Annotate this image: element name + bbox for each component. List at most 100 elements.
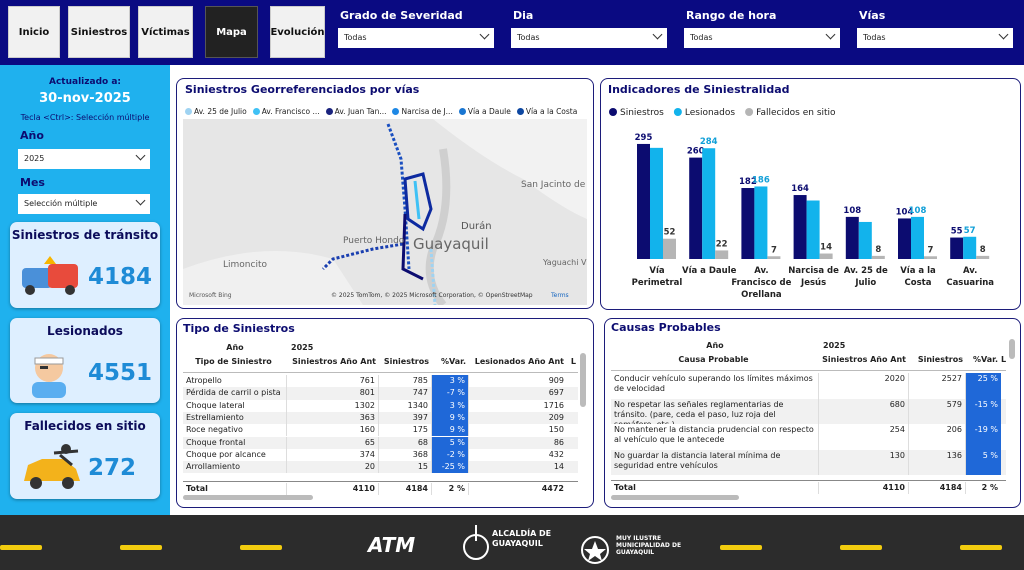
table-cell: 1302 (287, 399, 379, 412)
table-cell: 4184 (379, 483, 432, 495)
bar (858, 221, 872, 259)
header-cell: Causa Probable (678, 355, 749, 364)
logo: ATM (368, 533, 416, 557)
header-cell: Siniestros (383, 357, 429, 366)
table-panel: Causas Probables Año 2025 Causa Probable Si… (604, 318, 1021, 508)
legend-label: Vía a la Costa (525, 106, 578, 116)
kpi-card: Fallecidos en sitio 272 (10, 413, 160, 499)
bar (715, 250, 729, 259)
filter-dropdown[interactable]: Todas (857, 28, 1013, 48)
data-label: 7 (771, 245, 777, 255)
filter-dropdown[interactable]: Todas (684, 28, 840, 48)
table-cell: 785 (379, 375, 432, 388)
nav-button[interactable]: Evolución (270, 6, 325, 58)
table-cell: 680 (819, 398, 909, 424)
map-legend: Av. 25 de Julio Av. Francisco ... Av. Juan… (185, 105, 585, 117)
chart-title: Indicadores de Siniestralidad (608, 83, 790, 96)
scrollbar[interactable] (611, 495, 739, 500)
kpi-card: Siniestros de tránsito 4184 (10, 222, 160, 308)
bar (650, 147, 663, 259)
data-label: 182 (739, 177, 757, 187)
map-terms[interactable]: Terms (550, 292, 569, 299)
header-cell: Tipo de Siniestro (195, 357, 272, 366)
legend-label: Vía a Daule (467, 106, 511, 116)
chart-panel: Indicadores de Siniestralidad Siniestros… (600, 78, 1021, 310)
header-cell: Lesionados Año Ant (474, 357, 564, 366)
table-cell: Pérdida de carril o pista (183, 387, 287, 400)
table-cell: 9 % (432, 424, 469, 437)
year-dropdown[interactable]: 2025 (18, 149, 150, 169)
legend-label: Siniestros (620, 108, 664, 118)
table-cell: 4110 (819, 482, 909, 494)
table-cell: 432 (548, 449, 564, 459)
bar (702, 148, 716, 259)
table-cell: 14 (553, 462, 564, 472)
kpi-label: Lesionados (47, 324, 123, 338)
kpi-label: Siniestros de tránsito (11, 228, 159, 242)
total-rule (183, 481, 578, 482)
scrollbar[interactable] (580, 353, 586, 407)
table-cell: -25 % (432, 461, 469, 474)
bar (976, 255, 990, 259)
scrollbar[interactable] (1009, 339, 1015, 359)
nav-button[interactable]: Inicio (8, 6, 60, 58)
filter-dropdown[interactable]: Todas (511, 28, 667, 48)
legend-item: Av. Juan Tan... (325, 105, 386, 117)
kpi-label: Fallecidos en sitio (24, 419, 146, 433)
bar (871, 255, 885, 259)
place-label: Guayaquil (413, 235, 489, 253)
panel-title: Tipo de Siniestros (183, 322, 295, 335)
hint: Tecla <Ctrl>: Selección múltiple (20, 113, 150, 122)
bar (950, 237, 964, 259)
table-cell: 9 % (432, 411, 469, 425)
kpi-card: Lesionados 4551 (10, 318, 160, 403)
bar (924, 256, 937, 259)
filter-dropdown[interactable]: Todas (338, 28, 494, 48)
kpi-value: 4184 (88, 264, 153, 290)
road-line (240, 545, 282, 550)
legend-item: Av. 25 de Julio (185, 105, 247, 117)
table-cell: 254 (819, 424, 909, 450)
table-cell: 2 % (981, 483, 998, 492)
table-cell: No respetar las señales reglamentarias d… (611, 398, 819, 424)
table-cell: 68 (379, 436, 432, 449)
filter-value: Todas (517, 33, 540, 42)
table-cell: 3 % (432, 399, 469, 412)
nav-button[interactable]: Siniestros (68, 6, 130, 58)
table-cell: -7 % (432, 387, 469, 400)
data-label: 7 (928, 245, 934, 255)
table-cell: Arrollamiento (183, 461, 287, 474)
table-cell: 15 (379, 461, 432, 474)
x-tick-label: Av. 25 de Julio (843, 266, 888, 288)
map-attribution: © 2025 TomTom, © 2025 Microsoft Corporat… (331, 292, 533, 299)
legend-label: Av. 25 de Julio (194, 106, 247, 116)
table-cell: 86 (553, 437, 564, 447)
filter-label: Vías (859, 9, 886, 22)
panel-title: Siniestros Georreferenciados por vías (185, 83, 420, 96)
scrollbar[interactable] (183, 495, 313, 500)
nav-button[interactable]: Mapa (205, 6, 258, 58)
header-cell: L (570, 357, 576, 366)
header-rule (611, 370, 1006, 371)
legend-label: Narcisa de J... (401, 106, 453, 116)
header-cell: L (1001, 355, 1007, 364)
data-label: 186 (752, 175, 770, 185)
month-dropdown[interactable]: Selección múltiple (18, 194, 150, 214)
table-cell: 2020 (819, 373, 909, 399)
table-cell: Choque por alcance (183, 448, 287, 462)
nav-button[interactable]: Víctimas (138, 6, 193, 58)
bar (754, 186, 768, 259)
x-tick-label: Vía Perimetral (631, 266, 683, 288)
table-cell: Total (183, 483, 287, 495)
legend-item: Narcisa de J... (392, 105, 453, 117)
row-band (183, 411, 578, 425)
table-cell: 2527 (909, 373, 966, 399)
legend-dot (252, 107, 260, 115)
total-rule (611, 480, 1006, 481)
header-cell: Siniestros (917, 355, 963, 364)
legend-dot (745, 108, 754, 116)
table-cell: 1716 (543, 400, 564, 410)
data-label: 8 (980, 245, 986, 255)
table-cell: 5 % (432, 436, 469, 449)
year-value: 2025 (24, 154, 45, 163)
